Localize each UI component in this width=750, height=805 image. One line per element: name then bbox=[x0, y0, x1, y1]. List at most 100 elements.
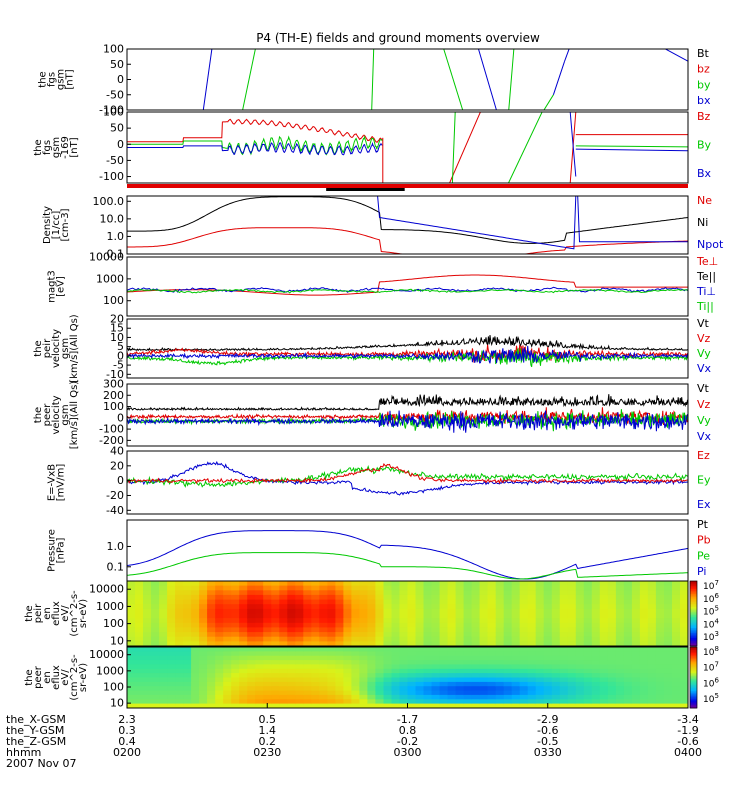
spectrogram-cell bbox=[239, 647, 248, 652]
y-tick-label: -50 bbox=[106, 154, 124, 167]
spectrogram-cell bbox=[439, 604, 449, 610]
spectrogram-cell bbox=[183, 655, 192, 661]
spectrogram-cell bbox=[231, 604, 240, 610]
spectrogram-cell bbox=[319, 664, 328, 670]
spectrogram-cell bbox=[415, 699, 425, 705]
spectrogram-cell bbox=[527, 664, 537, 670]
spectrogram-cell bbox=[543, 651, 553, 657]
colorbar-segment bbox=[690, 701, 697, 704]
spectrogram-cell bbox=[263, 632, 272, 638]
spectrogram-cell bbox=[319, 594, 328, 601]
spectrogram-cell bbox=[591, 673, 601, 679]
spectrogram-cell bbox=[183, 660, 192, 666]
x-row-label: hhmm bbox=[6, 746, 41, 759]
spectrogram-cell bbox=[591, 686, 601, 692]
spectrogram-cell bbox=[535, 668, 545, 674]
spectrogram-cell bbox=[303, 686, 312, 692]
spectrogram-cell bbox=[359, 703, 368, 708]
spectrogram-cell bbox=[647, 681, 657, 687]
spectrogram-cell bbox=[680, 599, 688, 605]
spectrogram-cell bbox=[543, 673, 553, 679]
spectrogram-cell bbox=[607, 681, 617, 687]
spectrogram-cell bbox=[519, 608, 529, 615]
spectrogram-cell bbox=[143, 622, 152, 628]
spectrogram-cell bbox=[159, 641, 168, 646]
spectrogram-cell bbox=[239, 613, 248, 619]
spectrogram-cell bbox=[431, 590, 441, 596]
spectrogram-cell bbox=[135, 608, 144, 615]
y-tick-label: -50 bbox=[106, 88, 124, 101]
spectrogram-cell bbox=[359, 660, 368, 666]
colorbar-segment bbox=[690, 642, 697, 645]
spectrogram-cell bbox=[295, 664, 304, 670]
spectrogram-cell bbox=[183, 703, 192, 708]
spectrogram-cell bbox=[415, 690, 425, 696]
x-row-value: 0.8 bbox=[399, 724, 417, 737]
plot-area-fgh bbox=[127, 112, 688, 183]
spectrogram-cell bbox=[672, 664, 681, 670]
spectrogram-cell bbox=[599, 673, 609, 679]
spectrogram-cell bbox=[479, 627, 489, 633]
spectrogram-cell bbox=[519, 686, 529, 692]
colorbar-segment bbox=[690, 639, 697, 642]
spectrogram-cell bbox=[367, 590, 376, 596]
spectrogram-cell bbox=[175, 604, 184, 610]
spectrogram-cell bbox=[135, 581, 144, 587]
spectrogram-cell bbox=[279, 664, 288, 670]
spectrogram-cell bbox=[359, 641, 368, 646]
spectrogram-cell bbox=[399, 694, 409, 700]
spectrogram-cell bbox=[615, 599, 625, 605]
spectrogram-cell bbox=[295, 647, 304, 652]
spectrogram-cell bbox=[519, 690, 529, 696]
spectrogram-cell bbox=[559, 622, 569, 628]
spectrogram-cell bbox=[135, 641, 144, 646]
spectrogram-cell bbox=[463, 668, 473, 674]
spectrogram-cell bbox=[415, 647, 425, 652]
spectrogram-cell bbox=[471, 703, 481, 708]
spectrogram-cell bbox=[519, 664, 529, 670]
spectrogram-cell bbox=[455, 590, 465, 596]
spectrogram-cell bbox=[303, 677, 312, 683]
spectrogram-cell bbox=[591, 613, 601, 619]
colorbar-segment bbox=[690, 695, 697, 698]
spectrogram-cell bbox=[255, 681, 264, 687]
spectrogram-cell bbox=[167, 651, 176, 657]
spectrogram-cell bbox=[543, 608, 553, 615]
spectrogram-cell bbox=[263, 585, 272, 591]
spectrogram-cell bbox=[431, 632, 441, 638]
spectrogram-cell bbox=[255, 599, 264, 605]
spectrogram-cell bbox=[343, 686, 352, 692]
spectrogram-cell bbox=[215, 599, 224, 605]
spectrogram-cell bbox=[311, 690, 320, 696]
spectrogram-cell bbox=[247, 622, 256, 628]
spectrogram-cell bbox=[303, 585, 312, 591]
spectrogram-cell bbox=[672, 655, 681, 661]
spectrogram-cell bbox=[559, 594, 569, 601]
spectrogram-cell bbox=[423, 647, 433, 652]
spectrogram-cell bbox=[487, 655, 497, 661]
spectrogram-cell bbox=[255, 647, 264, 652]
y-label-line: the bbox=[38, 71, 49, 87]
spectrogram-cell bbox=[167, 613, 176, 619]
spectrogram-cell bbox=[295, 581, 304, 587]
spectrogram-cell bbox=[543, 585, 553, 591]
spectrogram-cell bbox=[511, 641, 521, 646]
spectrogram-cell bbox=[479, 613, 489, 619]
spectrogram-cell bbox=[255, 703, 264, 708]
spectrogram-cell bbox=[615, 618, 625, 624]
spectrogram-cell bbox=[327, 604, 336, 610]
spectrogram-cell bbox=[215, 604, 224, 610]
spectrogram-cell bbox=[167, 622, 176, 628]
colorbar-segment bbox=[690, 694, 697, 697]
spectrogram-cell bbox=[239, 690, 248, 696]
spectrogram-cell bbox=[447, 690, 457, 696]
spectrogram-cell bbox=[183, 641, 192, 646]
y-label-line: en bbox=[42, 607, 53, 620]
spectrogram-cell bbox=[439, 686, 449, 692]
spectrogram-cell bbox=[623, 651, 633, 657]
spectrogram-cell bbox=[271, 581, 280, 587]
y-label-line: fgs bbox=[42, 140, 53, 155]
